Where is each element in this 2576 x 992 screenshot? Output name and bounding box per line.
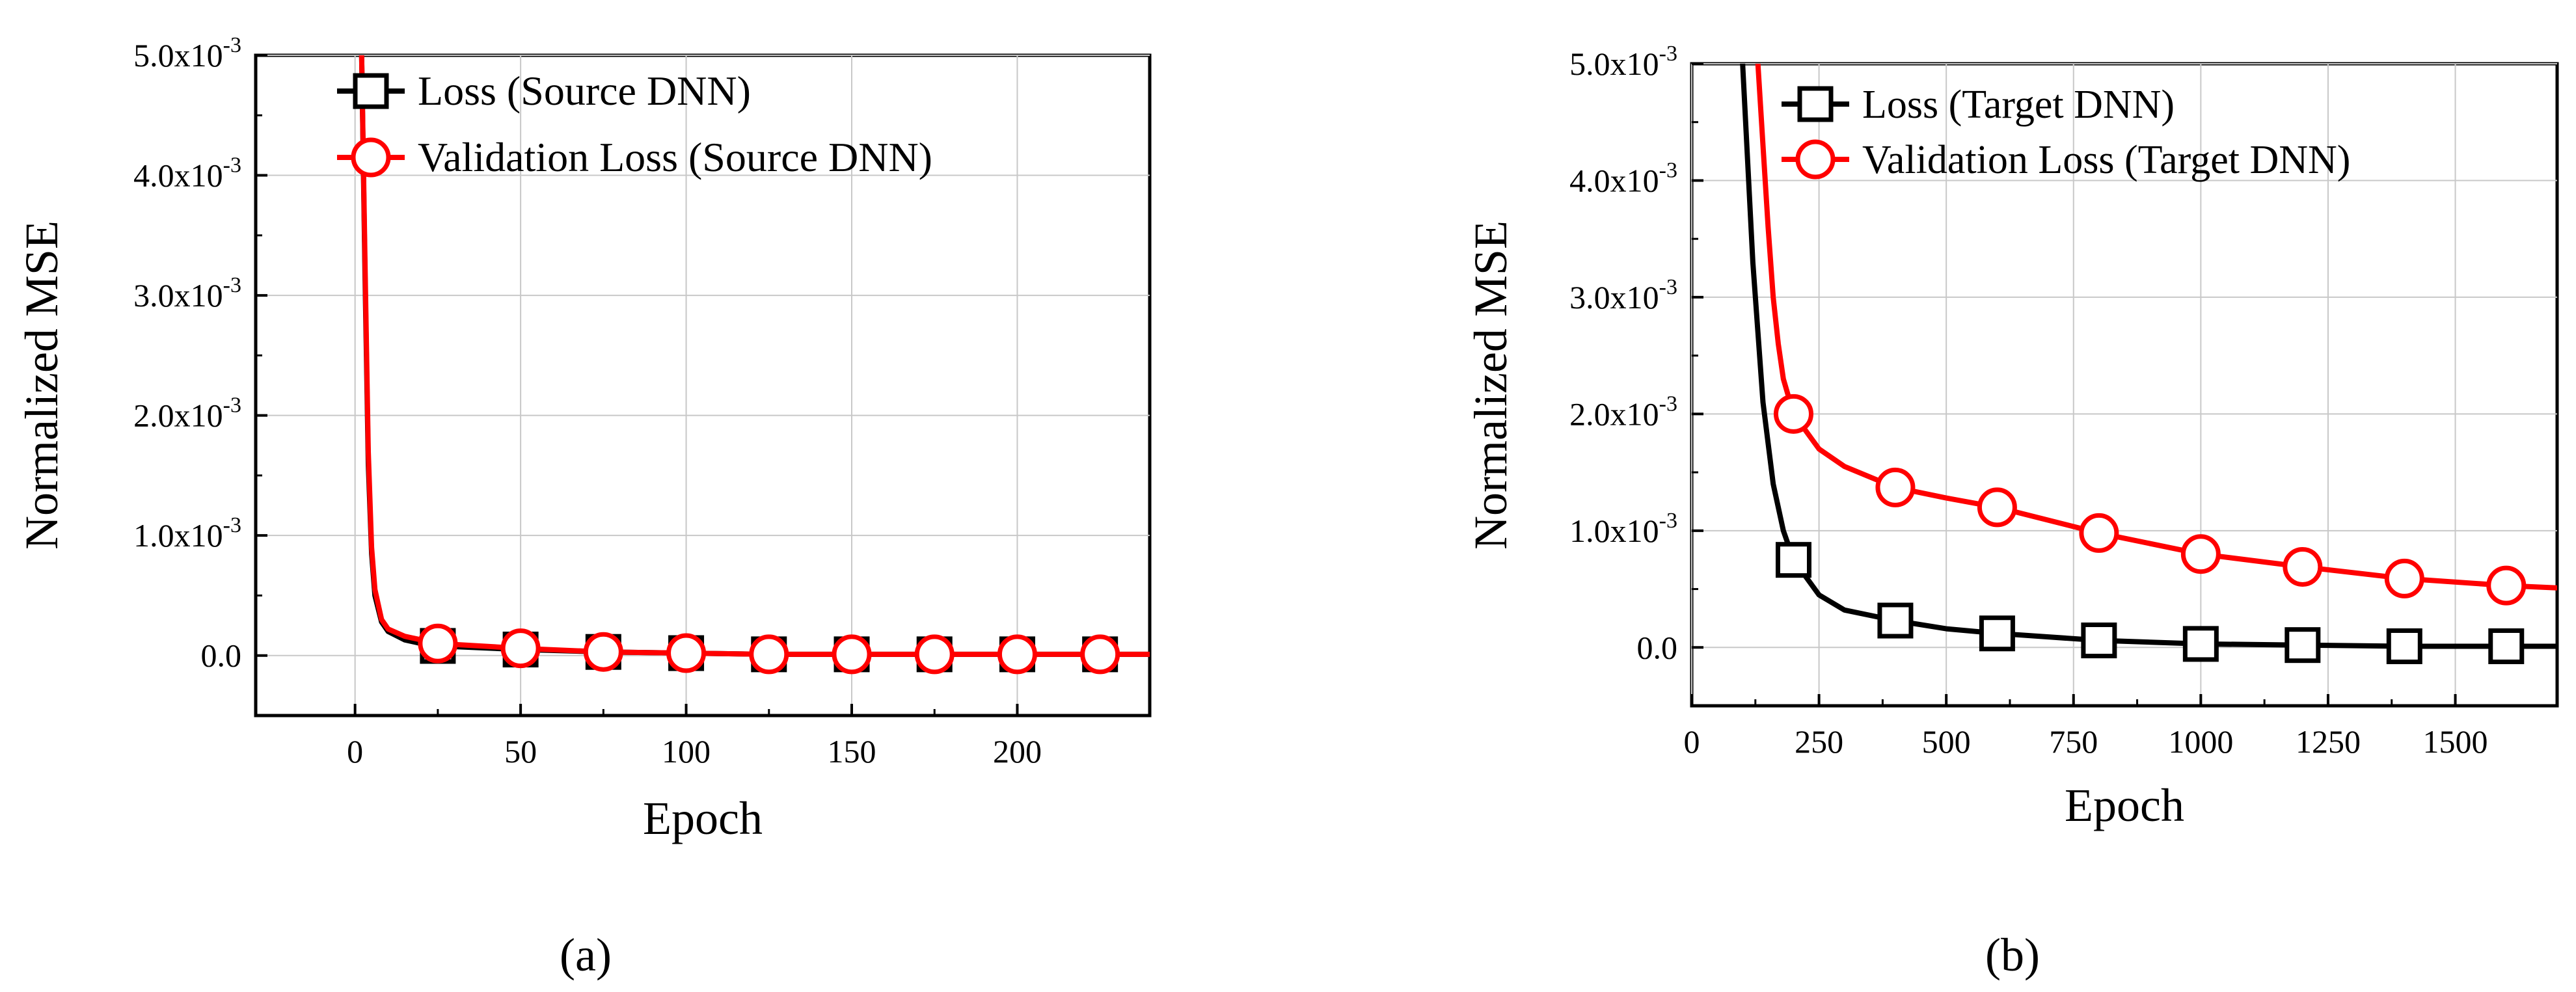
legend-label: Validation Loss (Source DNN) bbox=[418, 134, 932, 180]
y-tick-exponent: -3 bbox=[1659, 392, 1677, 416]
y-tick-label: 2.0x10-3 bbox=[1569, 392, 1677, 432]
y-tick-label: 1.0x10-3 bbox=[133, 513, 241, 554]
grid-lines bbox=[256, 55, 1150, 716]
y-tick-label: 4.0x10-3 bbox=[1569, 158, 1677, 198]
data-point-square bbox=[1877, 602, 1914, 639]
data-point-square bbox=[2488, 628, 2525, 664]
y-tick-label: 3.0x10-3 bbox=[1569, 275, 1677, 315]
data-point-circle bbox=[832, 634, 872, 675]
y-tick-label: 0.0 bbox=[201, 637, 242, 674]
y-tick-exponent: -3 bbox=[1659, 509, 1677, 533]
y-tick-exponent: -3 bbox=[223, 513, 241, 537]
axis-ticks: 0 50 100 150 2000.01.0x10-32.0x10-33.0x10-34… bbox=[133, 33, 1042, 770]
y-tick-exponent: -3 bbox=[1659, 158, 1677, 182]
data-point-square bbox=[1979, 615, 2015, 652]
x-tick-label: 0 bbox=[1684, 723, 1700, 760]
y-axis-label: Normalized MSE bbox=[16, 221, 68, 550]
y-tick-mantissa: 1.0x10 bbox=[1569, 513, 1659, 549]
data-point-circle bbox=[2180, 534, 2221, 574]
y-tick-mantissa: 5.0x10 bbox=[1569, 46, 1659, 82]
chart-panel-a: 0 50 100 150 2000.01.0x10-32.0x10-33.0x10-34… bbox=[16, 33, 1152, 981]
y-tick-mantissa: 3.0x10 bbox=[133, 277, 223, 314]
data-point-circle bbox=[1773, 394, 1813, 434]
data-point-circle bbox=[749, 634, 789, 675]
x-tick-label: 750 bbox=[2049, 723, 2098, 760]
data-point-square bbox=[2081, 623, 2117, 659]
grid-lines bbox=[1691, 63, 2557, 706]
y-tick-label: 1.0x10-3 bbox=[1569, 509, 1677, 549]
y-tick-label: 5.0x10-3 bbox=[133, 33, 241, 74]
data-point-circle bbox=[997, 634, 1037, 675]
y-tick-mantissa: 0.0 bbox=[1637, 629, 1678, 665]
y-tick-exponent: -3 bbox=[223, 394, 241, 418]
data-point-square bbox=[1775, 542, 1811, 578]
data-point-circle bbox=[500, 628, 541, 669]
y-tick-label: 4.0x10-3 bbox=[133, 154, 241, 194]
y-tick-mantissa: 2.0x10 bbox=[133, 397, 223, 434]
x-axis-label: Epoch bbox=[643, 792, 763, 844]
y-tick-exponent: -3 bbox=[1659, 275, 1677, 299]
data-point-circle bbox=[914, 634, 955, 675]
data-point-circle bbox=[1977, 487, 2017, 528]
legend-marker-square bbox=[1797, 86, 1834, 122]
panel-label: (b) bbox=[1985, 929, 2040, 981]
y-tick-mantissa: 2.0x10 bbox=[1569, 395, 1659, 432]
data-point-circle bbox=[2384, 558, 2424, 598]
y-tick-exponent: -3 bbox=[1659, 42, 1677, 66]
data-point-circle bbox=[666, 633, 707, 673]
y-tick-label: 5.0x10-3 bbox=[1569, 42, 1677, 82]
series-group bbox=[359, 55, 1150, 675]
panel-label: (a) bbox=[560, 929, 612, 981]
x-tick-label: 500 bbox=[1922, 723, 1971, 760]
data-point-circle bbox=[1875, 467, 1916, 507]
y-axis-label: Normalized MSE bbox=[1465, 221, 1517, 550]
x-tick-label: 0 bbox=[347, 733, 363, 770]
series-clip bbox=[359, 55, 1150, 675]
y-tick-label: 2.0x10-3 bbox=[133, 394, 241, 434]
data-point-square bbox=[2285, 627, 2321, 664]
data-point-circle bbox=[2079, 513, 2119, 553]
data-point-circle bbox=[418, 623, 458, 664]
chart-panel-b: 0 250 500 750 1000 1250 15000.01.0x10-32.0x10-… bbox=[1465, 42, 2559, 981]
legend-marker-square bbox=[353, 73, 389, 109]
x-tick-label: 200 bbox=[993, 733, 1042, 770]
y-tick-mantissa: 5.0x10 bbox=[133, 37, 223, 74]
y-tick-exponent: -3 bbox=[223, 33, 241, 57]
x-tick-label: 1250 bbox=[2296, 723, 2361, 760]
legend-label: Loss (Source DNN) bbox=[418, 68, 751, 114]
y-tick-label: 0.0 bbox=[1637, 629, 1678, 665]
y-tick-mantissa: 4.0x10 bbox=[133, 157, 223, 194]
data-point-square bbox=[2182, 626, 2219, 662]
x-tick-label: 50 bbox=[504, 733, 537, 770]
data-point-square bbox=[2386, 628, 2422, 664]
x-tick-label: 250 bbox=[1795, 723, 1843, 760]
legend-label: Validation Loss (Target DNN) bbox=[1862, 138, 2350, 182]
y-tick-label: 3.0x10-3 bbox=[133, 273, 241, 314]
legend-label: Loss (Target DNN) bbox=[1862, 83, 2175, 127]
axis-ticks: 0 250 500 750 1000 1250 15000.01.0x10-32.0x10-… bbox=[1569, 42, 2488, 760]
legend-marker-circle bbox=[1795, 139, 1836, 180]
x-axis-label: Epoch bbox=[2065, 779, 2184, 831]
x-tick-label: 150 bbox=[828, 733, 876, 770]
legend: Loss (Target DNN) Validation Loss (Target… bbox=[1782, 83, 2350, 182]
y-tick-mantissa: 4.0x10 bbox=[1569, 162, 1659, 198]
x-tick-label: 100 bbox=[662, 733, 711, 770]
y-tick-mantissa: 3.0x10 bbox=[1569, 279, 1659, 315]
data-point-circle bbox=[2283, 546, 2323, 587]
series-clip bbox=[1740, 64, 2557, 664]
series-group bbox=[1740, 64, 2557, 664]
legend: Loss (Source DNN) Validation Loss (Source… bbox=[337, 68, 932, 180]
data-point-circle bbox=[583, 632, 623, 672]
y-tick-exponent: -3 bbox=[223, 273, 241, 297]
legend-marker-circle bbox=[351, 137, 391, 178]
data-point-circle bbox=[1080, 634, 1120, 675]
x-tick-label: 1000 bbox=[2168, 723, 2233, 760]
y-tick-mantissa: 1.0x10 bbox=[133, 517, 223, 554]
y-tick-exponent: -3 bbox=[223, 154, 241, 178]
y-tick-mantissa: 0.0 bbox=[201, 637, 242, 674]
x-tick-label: 1500 bbox=[2423, 723, 2488, 760]
data-point-circle bbox=[2486, 565, 2527, 606]
